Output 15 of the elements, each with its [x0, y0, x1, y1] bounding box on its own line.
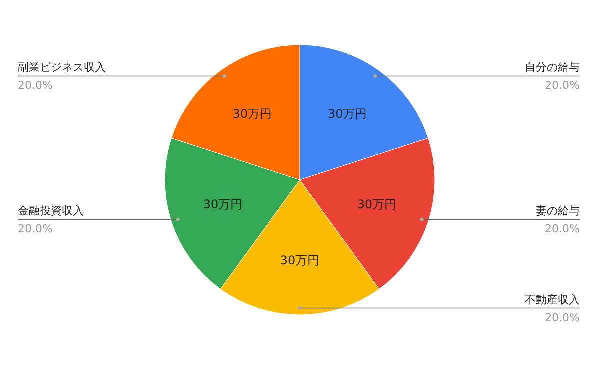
text: 20.0%	[545, 79, 580, 92]
text: 20.0%	[545, 222, 580, 236]
slice-label: 副業ビジネス収入	[18, 61, 106, 74]
text: 20.0%	[545, 311, 580, 324]
text: 20.0%	[18, 79, 53, 92]
data-label: 30万円	[232, 106, 272, 121]
slice-label: 金融投資収入	[18, 204, 84, 218]
slice-label: 不動産収入	[525, 293, 580, 306]
data-label: 30万円	[280, 253, 320, 268]
slice-label: 妻の給与	[536, 204, 580, 218]
data-label: 30万円	[203, 197, 243, 212]
text: 20.0%	[18, 222, 53, 236]
data-label: 30万円	[328, 106, 368, 121]
data-label: 30万円	[357, 197, 397, 212]
slice-label: 自分の給与	[525, 61, 580, 74]
